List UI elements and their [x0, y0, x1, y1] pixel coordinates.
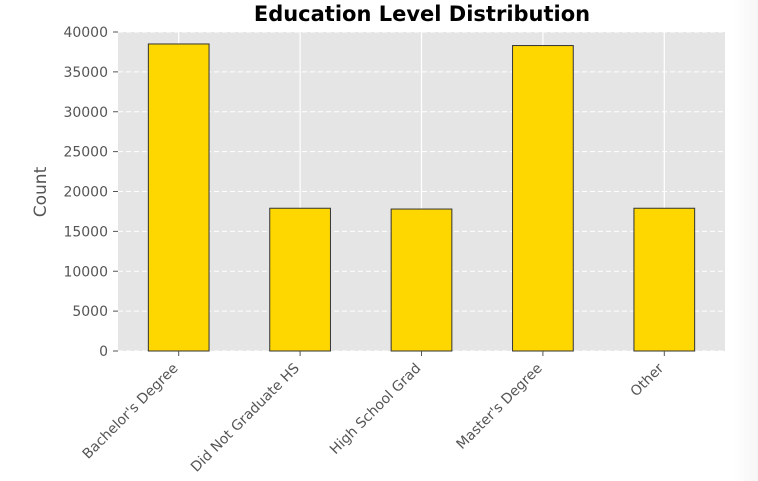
bar [390, 208, 453, 352]
bar [147, 43, 210, 352]
y-tick-label: 30000 [63, 105, 108, 121]
y-tick-label: 20000 [63, 185, 108, 201]
bar [633, 207, 696, 352]
x-axis-ticks: Bachelor's Degree Did Not Graduate HS High… [80, 351, 668, 475]
x-tick-label: Bachelor's Degree [80, 361, 182, 463]
y-tick-label: 0 [99, 344, 108, 360]
x-tick-label: Did Not Graduate HS [188, 360, 303, 475]
horizontal-gridlines [118, 31, 725, 352]
y-tick-label: 10000 [63, 264, 108, 280]
x-tick-label: Other [628, 360, 668, 400]
x-tick-label: High School Grad [327, 361, 424, 458]
bars [147, 43, 696, 352]
y-tick-label: 40000 [63, 25, 108, 41]
window-edge [734, 0, 758, 481]
y-tick-label: 15000 [63, 224, 108, 240]
y-axis-ticks: 0 5000 10000 15000 20000 25000 30000 35000 40000 [63, 25, 118, 360]
y-tick-label: 25000 [63, 145, 108, 161]
y-axis-label: Count [31, 166, 51, 217]
bar [269, 207, 331, 352]
x-tick-label: Master's Degree [454, 361, 546, 453]
y-tick-label: 35000 [63, 65, 108, 81]
y-tick-label: 5000 [72, 304, 108, 320]
chart-title: Education Level Distribution [254, 2, 590, 26]
bar [512, 45, 574, 352]
